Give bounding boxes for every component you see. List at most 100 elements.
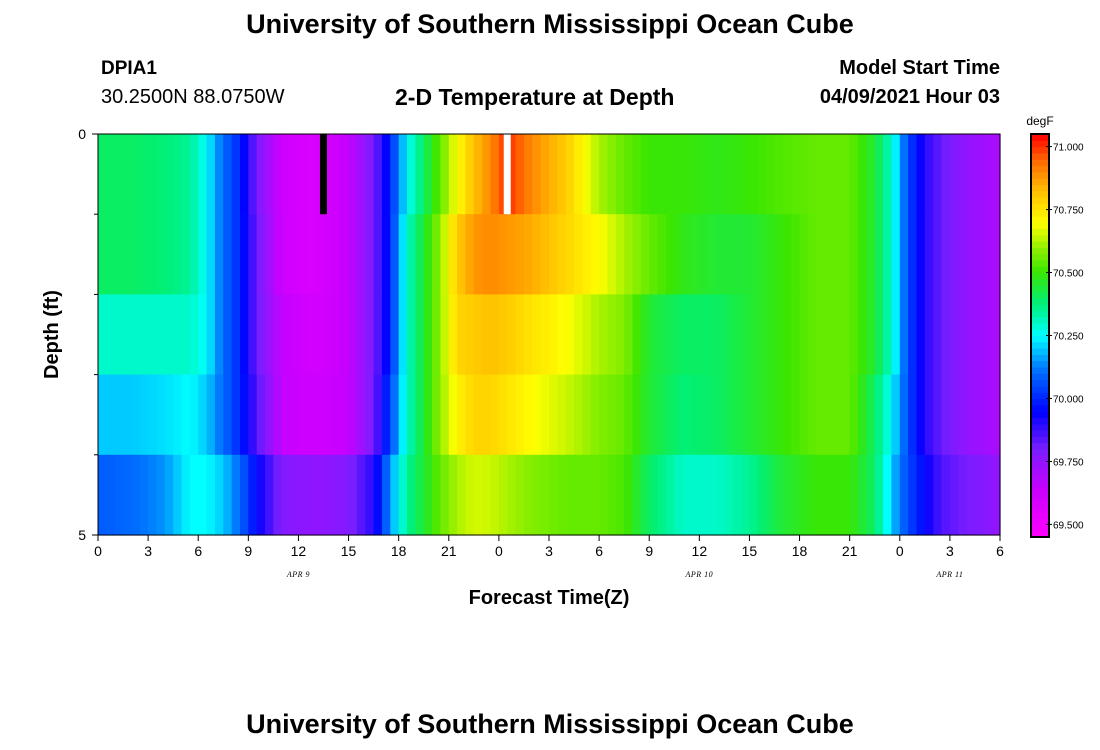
heatmap-cell	[424, 375, 433, 456]
heatmap-cell	[574, 375, 583, 456]
heatmap-cell	[557, 455, 566, 536]
heatmap-cell	[875, 214, 884, 295]
heatmap-cell	[775, 294, 784, 375]
heatmap-cell	[282, 294, 291, 375]
heatmap-cell	[908, 375, 917, 456]
footer-title: University of Southern Mississippi Ocean…	[0, 709, 1100, 740]
colorbar-swatch	[1031, 197, 1049, 204]
heatmap-cell	[708, 214, 717, 295]
heatmap-cell	[666, 294, 675, 375]
heatmap-cell	[207, 214, 216, 295]
colorbar-swatch	[1031, 159, 1049, 166]
heatmap-cell	[825, 134, 834, 215]
x-tick-label: 21	[842, 543, 858, 559]
heatmap-cell	[424, 134, 433, 215]
heatmap-cell	[649, 375, 658, 456]
heatmap-cell	[190, 375, 199, 456]
colorbar-swatch	[1031, 260, 1049, 267]
heatmap-cell	[908, 455, 917, 536]
heatmap-cell	[115, 294, 124, 375]
heatmap-cell	[541, 455, 550, 536]
heatmap-cell	[933, 214, 942, 295]
heatmap-cell	[340, 294, 349, 375]
heatmap-cell	[524, 375, 533, 456]
heatmap-cell	[866, 375, 875, 456]
heatmap-cell	[240, 455, 249, 536]
heatmap-cell	[324, 375, 333, 456]
heatmap-cell	[524, 455, 533, 536]
heatmap-cell	[449, 375, 458, 456]
heatmap-cell	[841, 455, 850, 536]
heatmap-cell	[307, 455, 316, 536]
heatmap-cell	[207, 294, 216, 375]
heatmap-cell	[875, 294, 884, 375]
heatmap-cell	[967, 375, 976, 456]
colorbar-swatch	[1031, 493, 1049, 500]
heatmap-cell	[273, 375, 282, 456]
colorbar-swatch	[1031, 235, 1049, 242]
heatmap-cell	[833, 134, 842, 215]
heatmap-cell	[332, 294, 341, 375]
heatmap-cell	[541, 214, 550, 295]
heatmap-cell	[115, 134, 124, 215]
heatmap-cell	[591, 375, 600, 456]
heatmap-cell	[850, 294, 859, 375]
heatmap-cell	[390, 134, 399, 215]
heatmap-cell	[365, 455, 374, 536]
heatmap-cell	[607, 134, 616, 215]
colorbar-swatch	[1031, 524, 1049, 531]
colorbar-swatch	[1031, 430, 1049, 437]
heatmap-cell	[833, 455, 842, 536]
colorbar-swatch	[1031, 361, 1049, 368]
colorbar-swatch	[1031, 147, 1049, 154]
heatmap-cell	[457, 375, 466, 456]
heatmap-cell	[733, 375, 742, 456]
heatmap-cell	[399, 294, 408, 375]
heatmap-cell	[440, 214, 449, 295]
heatmap-cell	[457, 214, 466, 295]
heatmap-cell	[641, 375, 650, 456]
heatmap-cell	[265, 375, 274, 456]
heatmap-cell	[616, 294, 625, 375]
heatmap-cell	[900, 455, 909, 536]
heatmap-cell	[507, 455, 516, 536]
colorbar-swatch	[1031, 216, 1049, 223]
heatmap-cell	[465, 134, 474, 215]
heatmap-cell	[257, 214, 266, 295]
heatmap-cell	[499, 375, 508, 456]
heatmap-cell	[699, 294, 708, 375]
heatmap-cell	[482, 214, 491, 295]
heatmap-cell	[173, 455, 182, 536]
colorbar-swatch	[1031, 323, 1049, 330]
heatmap-cell	[131, 134, 140, 215]
heatmap-cell	[958, 375, 967, 456]
heatmap-cell	[223, 375, 232, 456]
heatmap-cell	[950, 214, 959, 295]
heatmap-cell	[716, 134, 725, 215]
heatmap-cell	[858, 294, 867, 375]
heatmap-cell	[975, 294, 984, 375]
heatmap-cell	[482, 455, 491, 536]
heatmap-cell	[173, 294, 182, 375]
heatmap-cell	[415, 214, 424, 295]
colorbar-swatch	[1031, 386, 1049, 393]
heatmap-cell	[156, 375, 165, 456]
heatmap-cell	[766, 214, 775, 295]
heatmap-cell	[641, 214, 650, 295]
colorbar-swatch	[1031, 222, 1049, 229]
heatmap-cell	[315, 375, 324, 456]
heatmap-cell	[156, 455, 165, 536]
heatmap-cell	[190, 214, 199, 295]
heatmap-cell	[507, 375, 516, 456]
heatmap-cell	[683, 214, 692, 295]
heatmap-cell	[708, 375, 717, 456]
heatmap-cell	[841, 375, 850, 456]
heatmap-cell	[298, 134, 307, 215]
heatmap-cell	[457, 455, 466, 536]
colorbar-swatch	[1031, 449, 1049, 456]
heatmap-cell	[156, 214, 165, 295]
heatmap-cell	[691, 375, 700, 456]
x-tick-label: 0	[896, 543, 904, 559]
time-marker	[320, 134, 327, 214]
heatmap-cell	[983, 455, 992, 536]
